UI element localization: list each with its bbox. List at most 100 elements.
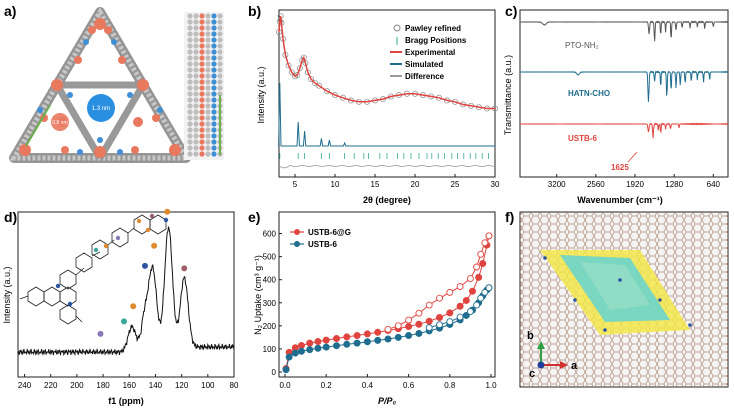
stack-atom (187, 67, 193, 73)
adsorption-point (343, 333, 351, 341)
stack-atom (211, 25, 217, 31)
adsorption-point (363, 338, 371, 346)
xtick-label-d: 140 (149, 381, 163, 390)
adsorption-point (415, 320, 423, 328)
stack-atom (205, 139, 211, 145)
stack-atom (193, 43, 199, 49)
xtick-label-d: 220 (44, 381, 58, 390)
stack-atom (199, 151, 205, 157)
adsorption-point (425, 317, 433, 325)
stack-atom (211, 73, 217, 79)
legend-pawley: Pawley refined (405, 24, 461, 33)
stack-atom (187, 109, 193, 115)
stack-atom (199, 25, 205, 31)
desorption-point (436, 294, 443, 302)
panel-label-f: f) (505, 209, 514, 225)
ytick-label-e: 100 (263, 345, 277, 354)
stack-atom (217, 55, 223, 61)
desorption-point (405, 316, 413, 324)
adsorption-point (363, 330, 371, 338)
stack-atom (187, 49, 193, 55)
cof-structure-side-view (184, 12, 224, 160)
stack-atom (199, 43, 205, 49)
ytick-label-e: 500 (263, 253, 277, 262)
stack-atom (193, 151, 199, 157)
stack-atom (211, 37, 217, 43)
stack-atom (199, 127, 205, 133)
stack-atom (187, 151, 193, 157)
stack-atom (187, 145, 193, 151)
peak-marker (151, 242, 158, 249)
desorption-point (456, 283, 464, 291)
adsorption-point (297, 347, 305, 355)
adsorption-point (322, 343, 330, 351)
ir-line-pto-nh2 (520, 20, 729, 42)
legend-bragg: Bragg Positions (405, 36, 467, 45)
stack-atom (199, 121, 205, 127)
adsorption-point (333, 335, 340, 343)
desorption-point (466, 275, 474, 282)
label-ustb-6: USTB-6 (568, 134, 597, 143)
stack-atom (187, 37, 193, 43)
xtick-label-b: 20 (411, 180, 420, 189)
stack-atom (217, 85, 223, 91)
stack-atom (187, 85, 193, 91)
stack-atom (217, 31, 223, 37)
stack-atom (193, 133, 199, 139)
experimental-line (278, 15, 495, 110)
stack-atom (193, 85, 199, 91)
peak-markers (97, 208, 188, 337)
stack-atom (205, 37, 211, 43)
stack-atom (187, 79, 193, 85)
stack-atom (199, 61, 205, 67)
ytick-label-e: 0 (272, 368, 277, 377)
ylabel-c: Transmittance (a.u.) (503, 55, 513, 135)
xtick-label-e: 1.0 (485, 381, 497, 390)
stack-atom (205, 73, 211, 79)
legend-ustb6g: USTB-6@G (308, 228, 351, 237)
stack-atom (205, 49, 211, 55)
stack-atom (211, 79, 217, 85)
desorption-point (425, 301, 433, 309)
stack-atom (211, 97, 217, 103)
adsorption-point (333, 342, 340, 350)
stack-atom (193, 121, 199, 127)
adsorption-point (297, 341, 305, 349)
stack-atom (193, 19, 199, 25)
stack-atom (193, 31, 199, 37)
peak-marker (164, 208, 171, 215)
stack-atom (199, 115, 205, 121)
xtick-label-c: 1920 (626, 180, 644, 189)
stack-atom (211, 115, 217, 121)
stack-atom (199, 19, 205, 25)
legend-marker-ustb6g (294, 229, 300, 235)
stack-atom (193, 91, 199, 97)
stack-atom (199, 103, 205, 109)
adsorption-point (306, 346, 314, 354)
stack-atom (199, 31, 205, 37)
small-pore-label: 0.8 nm (52, 120, 67, 126)
stack-atom (217, 73, 223, 79)
desorption-point (394, 322, 402, 330)
stack-atom (187, 121, 193, 127)
stack-atom (205, 127, 211, 133)
label-pto-nh2: PTO-NH₂ (565, 41, 599, 50)
ylabel-e: N₂ Uptake (cm³ g⁻¹) (253, 255, 263, 335)
stack-atom (187, 115, 193, 121)
stack-atom (205, 121, 211, 127)
stack-atom (211, 67, 217, 73)
xlabel-c: Wavenumber (cm⁻¹) (577, 195, 662, 205)
pawley-point (312, 80, 318, 86)
stack-atom (193, 127, 199, 133)
stack-atom (193, 73, 199, 79)
adsorption-point (462, 296, 470, 304)
stack-atom (217, 43, 223, 49)
desorption-point (473, 301, 481, 309)
stack-atom (193, 67, 199, 73)
stack-atom (193, 37, 199, 43)
pawley-point (340, 94, 346, 101)
ticks-e: 0.0 0.2 0.4 0.6 0.8 1.0 0 100 200 300 400 500 600 (263, 230, 497, 390)
peak-marker (141, 262, 148, 269)
stack-atom (217, 79, 223, 85)
stack-atom (217, 91, 223, 97)
